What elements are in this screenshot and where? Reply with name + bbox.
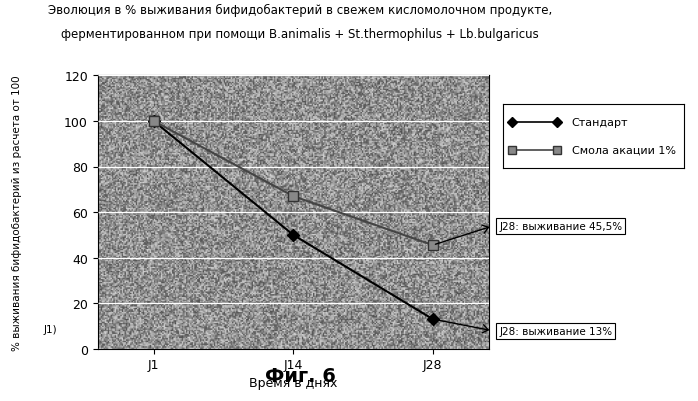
Line: Стандарт: Стандарт <box>149 117 437 324</box>
Стандарт <box>429 317 437 322</box>
Text: Фиг. 6: Фиг. 6 <box>265 366 336 385</box>
Text: ферментированном при помощи B.animalis + St.thermophilus + Lb.bulgaricus: ферментированном при помощи B.animalis +… <box>61 28 539 41</box>
Text: % выживания бифидобактерий из расчета от 100: % выживания бифидобактерий из расчета от… <box>13 75 22 350</box>
Text: J28: выживание 13%: J28: выживание 13% <box>499 326 612 336</box>
X-axis label: Время в днях: Время в днях <box>249 376 337 389</box>
Смола акации 1% <box>289 194 297 199</box>
Line: Смола акации 1%: Смола акации 1% <box>149 117 438 250</box>
Text: Эволюция в % выживания бифидобактерий в свежем кисломолочном продукте,: Эволюция в % выживания бифидобактерий в … <box>48 4 552 17</box>
Text: J28: выживание 45,5%: J28: выживание 45,5% <box>499 222 622 231</box>
Смола акации 1% <box>429 243 437 248</box>
Text: Смола акации 1%: Смола акации 1% <box>572 146 676 156</box>
Стандарт <box>289 233 297 238</box>
Text: J1): J1) <box>43 324 57 334</box>
Стандарт <box>149 119 158 124</box>
Text: Стандарт: Стандарт <box>572 117 628 127</box>
Смола акации 1% <box>149 119 158 124</box>
